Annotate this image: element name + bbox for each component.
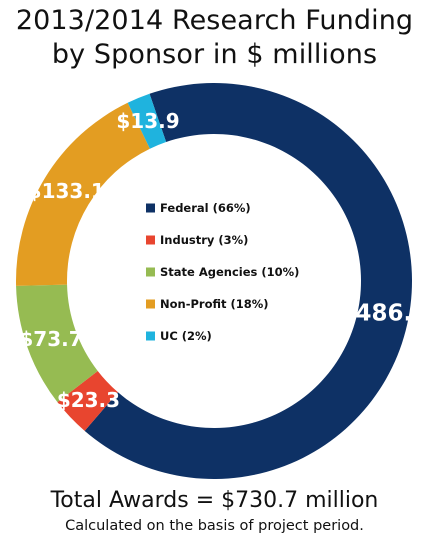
- legend-swatch-non-profit: [146, 299, 155, 309]
- legend-swatch-uc: [146, 331, 155, 341]
- legend-label-uc: UC (2%): [160, 329, 212, 343]
- total-awards: Total Awards = $730.7 million: [50, 488, 379, 513]
- value-label-industry: $23.3: [57, 388, 120, 412]
- slice-non-profit: [16, 102, 150, 286]
- slice-value-labels: $486.7 $23.3 $73.7 $133.1 $13.9: [19, 109, 428, 412]
- chart-title: 2013/2014 Research Funding by Sponsor in…: [0, 4, 429, 72]
- chart-title-line-2: by Sponsor in $ millions: [51, 39, 378, 70]
- value-label-uc: $13.9: [116, 109, 179, 133]
- legend-swatch-state-agencies: [146, 267, 155, 277]
- slice-federal: [84, 83, 413, 480]
- calculation-note: Calculated on the basis of project perio…: [65, 518, 364, 534]
- legend-swatch-industry: [146, 235, 155, 245]
- slice-state-agencies: [16, 284, 98, 403]
- slice-industry: [57, 370, 118, 431]
- legend-swatch-federal: [146, 203, 155, 213]
- value-label-federal: $486.7: [339, 301, 428, 327]
- legend-label-federal: Federal (66%): [160, 201, 251, 215]
- chart-legend: Federal (66%) Industry (3%) State Agencies…: [146, 201, 299, 343]
- donut-slices: [16, 83, 413, 480]
- value-label-non-profit: $133.1: [28, 179, 105, 203]
- legend-label-non-profit: Non-Profit (18%): [160, 297, 269, 311]
- value-label-state-agencies: $73.7: [19, 327, 82, 351]
- legend-label-state-agencies: State Agencies (10%): [160, 265, 299, 279]
- legend-label-industry: Industry (3%): [160, 233, 248, 247]
- chart-title-line-1: 2013/2014 Research Funding: [15, 5, 414, 36]
- slice-uc: [127, 93, 167, 149]
